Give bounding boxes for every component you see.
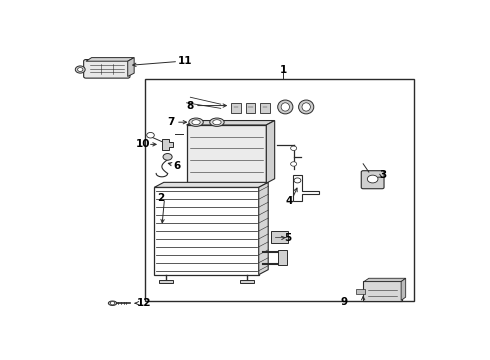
Polygon shape [401, 278, 406, 301]
FancyBboxPatch shape [363, 281, 402, 301]
Ellipse shape [298, 100, 314, 114]
Polygon shape [86, 58, 134, 61]
Ellipse shape [192, 120, 200, 125]
Circle shape [368, 175, 378, 183]
Polygon shape [259, 183, 268, 275]
Circle shape [147, 132, 154, 138]
Bar [159, 280, 172, 283]
Circle shape [291, 162, 297, 166]
Bar [278, 250, 287, 265]
Bar [241, 280, 254, 283]
Circle shape [291, 146, 297, 150]
Ellipse shape [213, 120, 221, 125]
Polygon shape [128, 58, 134, 76]
Bar [231, 103, 241, 113]
Ellipse shape [108, 301, 117, 305]
Polygon shape [154, 183, 268, 187]
Polygon shape [267, 121, 275, 183]
Ellipse shape [302, 103, 310, 111]
FancyBboxPatch shape [361, 171, 384, 189]
Text: 11: 11 [177, 56, 192, 66]
Ellipse shape [281, 103, 290, 111]
Ellipse shape [210, 118, 224, 126]
Text: 9: 9 [341, 297, 348, 307]
Bar [356, 289, 365, 294]
Circle shape [75, 66, 85, 73]
Polygon shape [162, 139, 173, 150]
Ellipse shape [189, 118, 203, 126]
Text: 6: 6 [173, 161, 181, 171]
Bar [260, 103, 270, 113]
Text: 12: 12 [137, 298, 151, 308]
Bar [187, 125, 267, 183]
Text: 10: 10 [136, 139, 150, 149]
Text: 1: 1 [280, 64, 287, 75]
Circle shape [294, 178, 301, 183]
Bar [154, 187, 259, 275]
Ellipse shape [278, 100, 293, 114]
Text: 8: 8 [187, 100, 194, 111]
Text: 5: 5 [284, 233, 291, 243]
Polygon shape [293, 175, 319, 201]
Bar [145, 79, 415, 301]
Text: 7: 7 [168, 117, 175, 127]
Text: 3: 3 [380, 170, 387, 180]
Polygon shape [364, 278, 406, 282]
Circle shape [110, 302, 115, 305]
Circle shape [163, 153, 172, 160]
Text: 2: 2 [157, 193, 165, 203]
Circle shape [77, 68, 83, 72]
FancyBboxPatch shape [84, 59, 130, 78]
Bar [271, 231, 288, 243]
Polygon shape [187, 121, 275, 125]
Bar [246, 103, 255, 113]
Text: 4: 4 [285, 195, 293, 206]
